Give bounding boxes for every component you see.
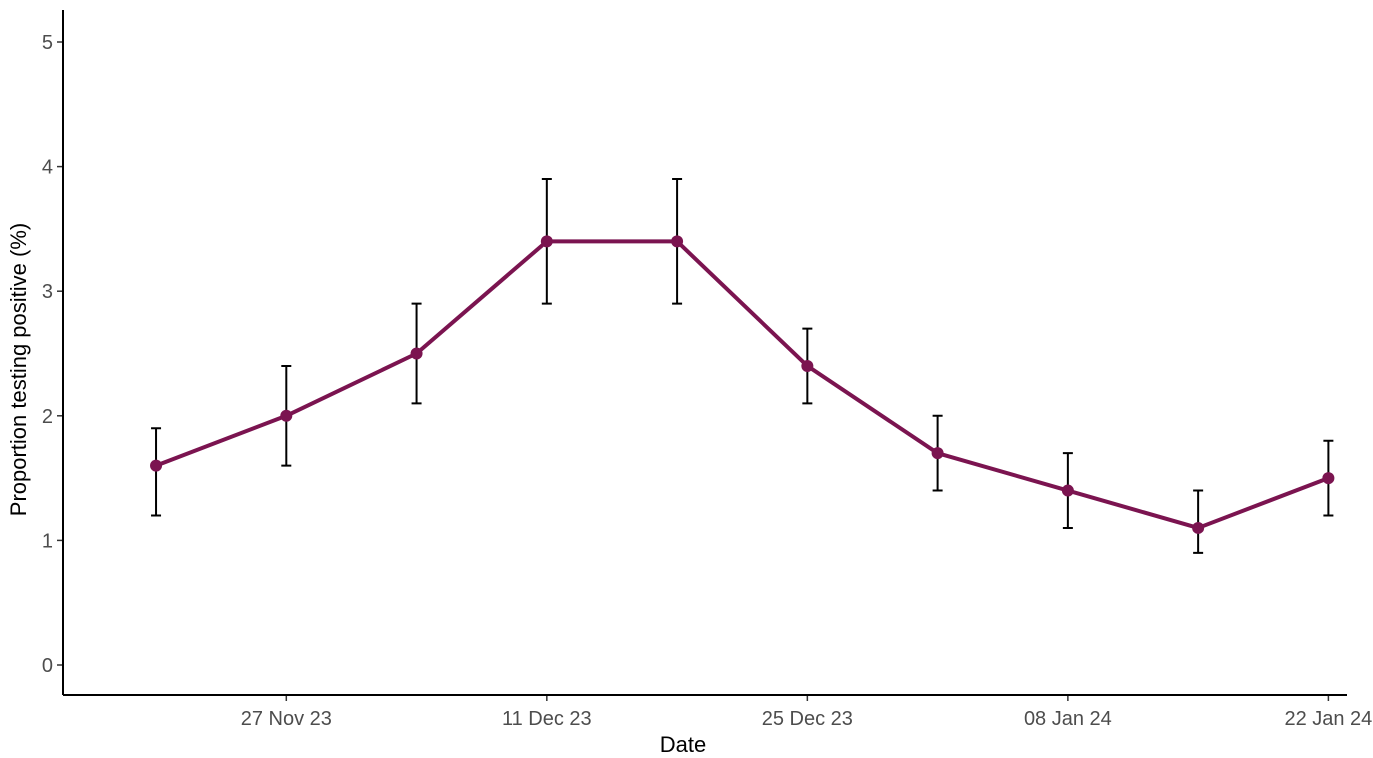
data-point (931, 447, 944, 460)
y-axis-ticks: 0 1 2 3 4 5 (42, 32, 63, 677)
error-bar (151, 427, 162, 517)
data-point (150, 459, 163, 472)
x-tick-label: 11 Dec 23 (502, 708, 592, 730)
x-tick-label: 22 Jan 24 (1284, 708, 1372, 730)
data-point (280, 409, 293, 422)
y-tick-label: 3 (42, 281, 53, 303)
series-line (154, 239, 1331, 530)
x-axis-ticks: 27 Nov 23 11 Dec 23 25 Dec 23 08 Jan 24 22 J… (241, 695, 1372, 730)
error-bar (1193, 489, 1204, 554)
y-tick-label: 4 (42, 157, 53, 179)
data-point (540, 235, 553, 248)
x-tick-label: 08 Jan 24 (1024, 708, 1112, 730)
data-point (1192, 521, 1205, 534)
y-tick-label: 0 (42, 655, 53, 677)
data-point (1061, 484, 1074, 497)
y-tick-label: 5 (42, 32, 53, 54)
error-bars (151, 178, 1334, 554)
y-tick-label: 1 (42, 530, 53, 552)
x-axis-title: Date (660, 732, 706, 757)
data-points (150, 235, 1335, 534)
data-point (801, 359, 814, 372)
y-tick-label: 2 (42, 406, 53, 428)
x-tick-label: 25 Dec 23 (762, 708, 853, 730)
data-point (1322, 472, 1335, 485)
y-axis-title: Proportion testing positive (%) (6, 223, 31, 516)
data-point (671, 235, 684, 248)
x-tick-label: 27 Nov 23 (241, 708, 332, 730)
data-point (410, 347, 423, 360)
